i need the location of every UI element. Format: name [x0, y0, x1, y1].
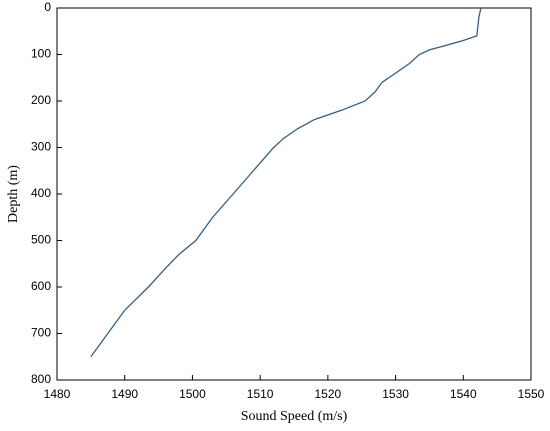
y-tick-label: 100	[31, 47, 51, 61]
x-tick-label: 1550	[518, 387, 545, 401]
y-tick-label: 300	[31, 140, 51, 154]
x-tick-label: 1520	[315, 387, 342, 401]
y-tick-label: 0	[44, 0, 51, 14]
x-tick-label: 1540	[450, 387, 477, 401]
x-tick-label: 1510	[247, 387, 274, 401]
x-tick-label: 1530	[382, 387, 409, 401]
y-tick-label: 800	[31, 372, 51, 386]
y-tick-label: 400	[31, 186, 51, 200]
x-tick-label: 1480	[44, 387, 71, 401]
profile-line	[90, 7, 482, 358]
y-tick-label: 500	[31, 233, 51, 247]
y-axis-label: Depth (m)	[6, 165, 21, 223]
x-tick-label: 1490	[111, 387, 138, 401]
x-tick-label: 1500	[179, 387, 206, 401]
y-tick-label: 200	[31, 93, 51, 107]
plot-frame	[56, 7, 532, 381]
y-tick-label: 700	[31, 326, 51, 340]
y-tick-label: 600	[31, 279, 51, 293]
x-axis-label: Sound Speed (m/s)	[241, 409, 348, 424]
